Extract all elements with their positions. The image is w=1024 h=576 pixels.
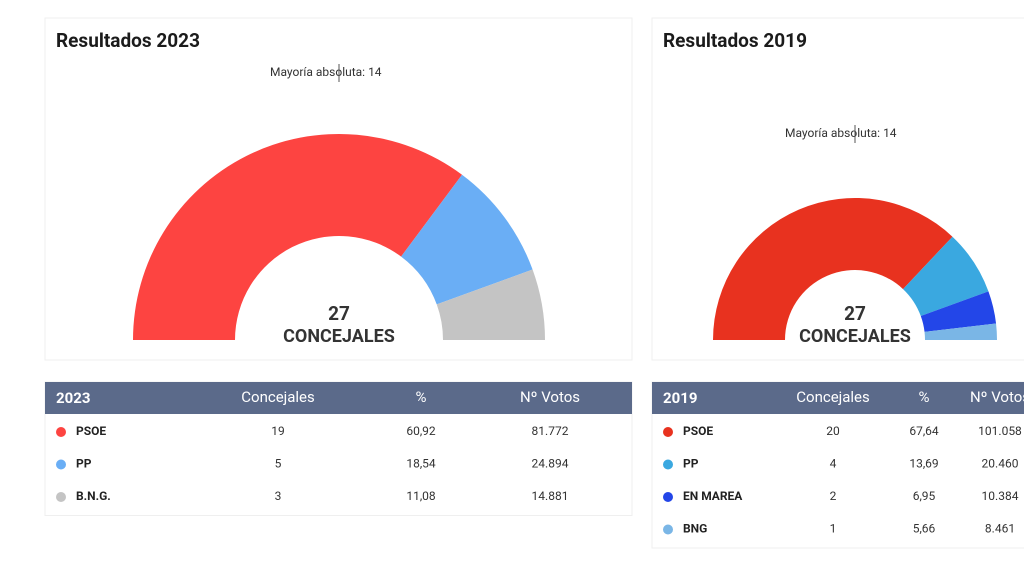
pct-cell: 18,54 bbox=[406, 457, 436, 471]
seat-segment bbox=[133, 133, 463, 340]
seats-cell: 20 bbox=[826, 424, 840, 438]
total-seats: 27 bbox=[844, 302, 866, 325]
seats-cell: 1 bbox=[830, 522, 837, 536]
party-dot bbox=[663, 427, 673, 437]
center-label: CONCEJALES bbox=[283, 326, 395, 347]
party-dot bbox=[663, 524, 673, 535]
votes-cell: 81.772 bbox=[532, 424, 569, 438]
votes-cell: 20.460 bbox=[982, 457, 1019, 471]
table-header-cell: % bbox=[416, 388, 427, 406]
seat-segment bbox=[436, 269, 545, 340]
pct-cell: 13,69 bbox=[909, 457, 938, 471]
party-dot bbox=[56, 459, 66, 470]
seat-segment bbox=[920, 291, 997, 332]
party-dot bbox=[56, 492, 66, 502]
majority-label: Mayoría absoluta: 14 bbox=[785, 126, 897, 140]
table-header-cell: 2019 bbox=[663, 389, 697, 407]
seat-segment bbox=[903, 236, 989, 317]
pct-cell: 5,66 bbox=[913, 522, 936, 536]
seat-segment bbox=[713, 198, 953, 340]
party-name: PP bbox=[683, 457, 699, 471]
party-name: PP bbox=[76, 457, 92, 471]
party-dot bbox=[663, 459, 673, 470]
party-name: PSOE bbox=[683, 424, 713, 438]
seats-cell: 4 bbox=[830, 457, 837, 471]
pct-cell: 11,08 bbox=[406, 489, 436, 503]
pct-cell: 6,95 bbox=[913, 489, 936, 503]
seat-segment bbox=[924, 323, 997, 340]
votes-cell: 24.894 bbox=[532, 457, 569, 471]
votes-cell: 101.058 bbox=[978, 424, 1022, 438]
majority-label: Mayoría absoluta: 14 bbox=[270, 65, 382, 79]
party-name: EN MAREA bbox=[683, 489, 743, 503]
seat-segment bbox=[401, 174, 533, 305]
seats-cell: 3 bbox=[275, 489, 282, 503]
pct-cell: 67,64 bbox=[909, 424, 939, 438]
party-name: B.N.G. bbox=[76, 489, 111, 503]
seats-cell: 5 bbox=[275, 457, 282, 471]
votes-cell: 8.461 bbox=[985, 522, 1015, 536]
table-header-cell: Nº Votos bbox=[520, 388, 580, 406]
table-header bbox=[652, 382, 1024, 414]
pct-cell: 60,92 bbox=[406, 424, 436, 438]
chart-title: Resultados 2023 bbox=[56, 29, 200, 52]
party-dot bbox=[56, 427, 66, 437]
table-header bbox=[45, 382, 632, 414]
table-header-cell: Concejales bbox=[796, 388, 870, 406]
seats-cell: 2 bbox=[830, 489, 837, 503]
table-header-cell: 2023 bbox=[56, 389, 90, 407]
table-header-cell: Concejales bbox=[241, 388, 315, 406]
total-seats: 27 bbox=[328, 302, 350, 325]
table-header-cell: % bbox=[919, 388, 930, 406]
party-dot bbox=[663, 492, 673, 502]
chart-title: Resultados 2019 bbox=[663, 29, 807, 52]
party-name: BNG bbox=[683, 522, 707, 536]
party-name: PSOE bbox=[76, 424, 106, 438]
table-header-cell: Nº Votos bbox=[970, 388, 1024, 406]
center-label: CONCEJALES bbox=[799, 326, 911, 347]
seats-cell: 19 bbox=[271, 424, 285, 438]
votes-cell: 10.384 bbox=[982, 489, 1019, 503]
votes-cell: 14.881 bbox=[532, 489, 569, 503]
